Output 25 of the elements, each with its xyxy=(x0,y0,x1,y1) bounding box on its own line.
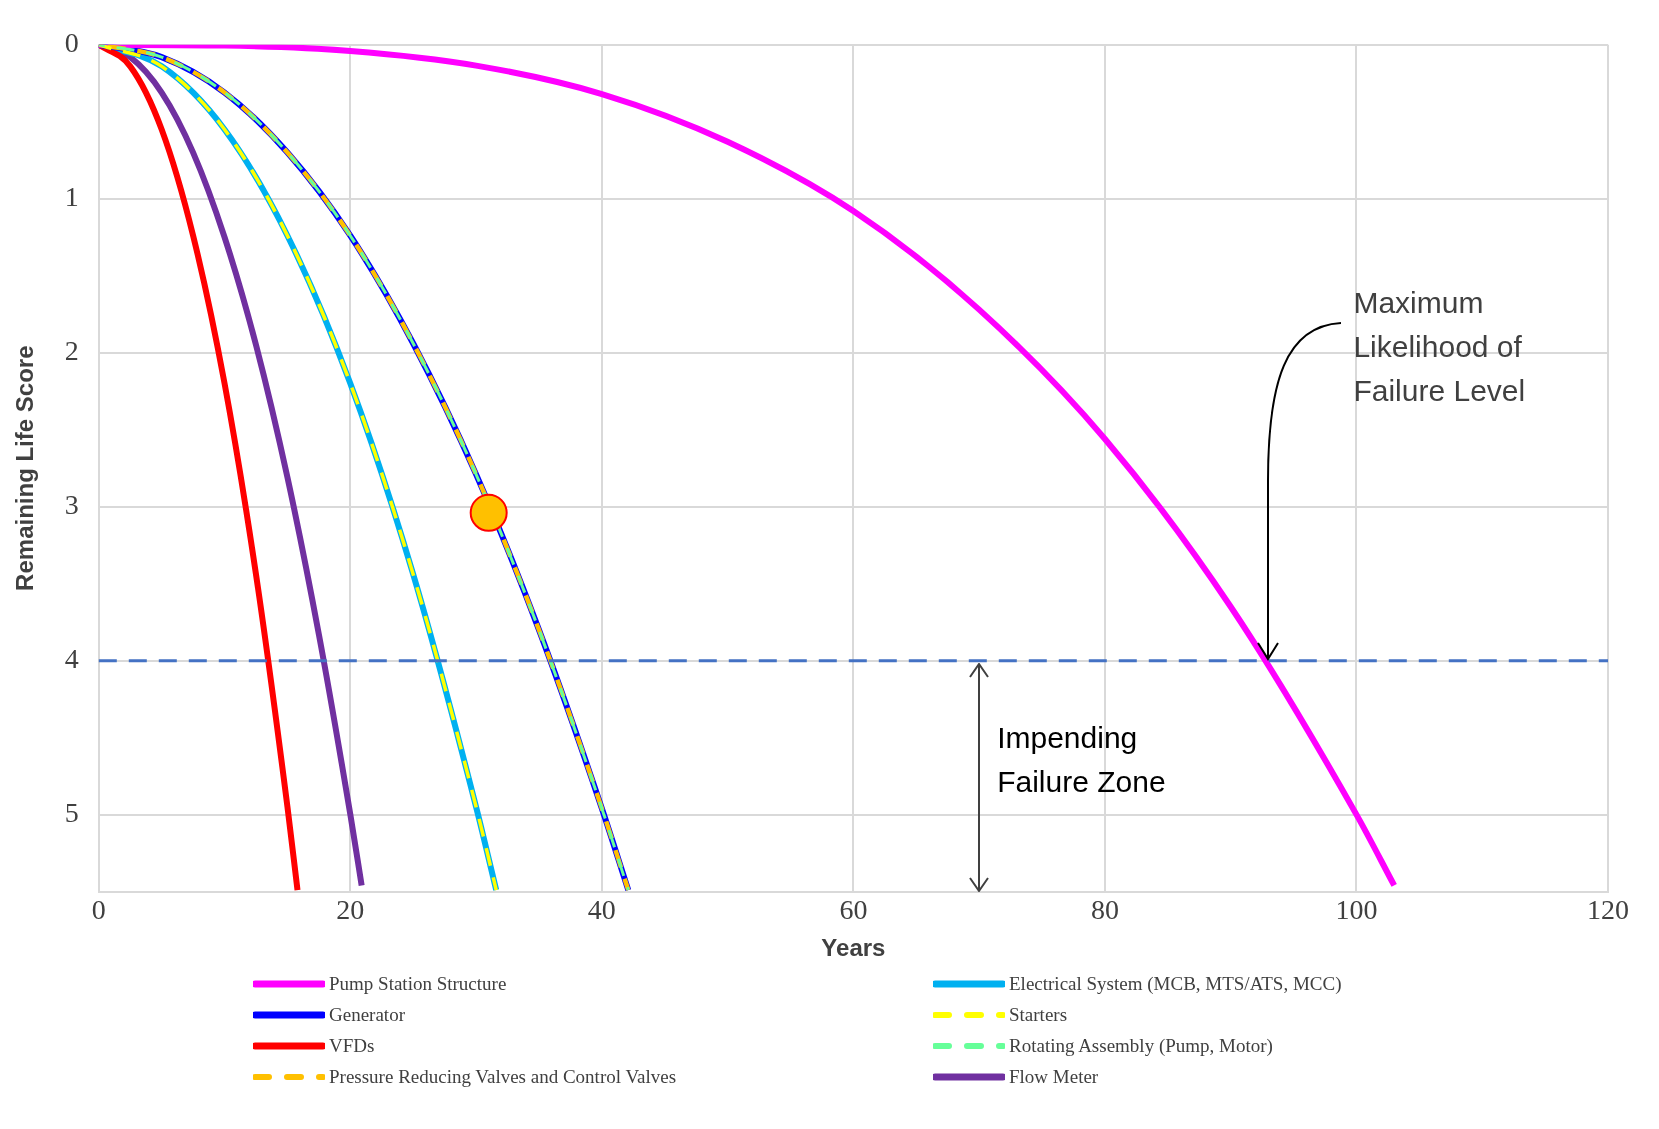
annotation: Impending Failure Zone xyxy=(997,719,1167,800)
legend-label: Starters xyxy=(1009,1003,1068,1026)
y-tick-label: 5 xyxy=(64,796,79,828)
y-tick-label: 3 xyxy=(64,489,79,521)
x-tick-label: 20 xyxy=(336,893,365,925)
legend-label: VFDs xyxy=(329,1034,375,1057)
y-axis-title: Remaining Life Score xyxy=(11,345,39,591)
x-tick-label: 120 xyxy=(1587,893,1629,925)
x-tick-label: 40 xyxy=(587,893,616,925)
y-tick-label: 0 xyxy=(64,27,79,59)
x-tick-label: 60 xyxy=(839,893,868,925)
legend-label: Electrical System (MCB, MTS/ATS, MCC) xyxy=(1009,972,1342,995)
legend-label: Generator xyxy=(329,1003,405,1026)
legend-label: Pressure Reducing Valves and Control Valves xyxy=(329,1065,677,1088)
y-tick-label: 2 xyxy=(64,335,79,367)
legend-label: Rotating Assembly (Pump, Motor) xyxy=(1009,1034,1273,1057)
annotation: Maximum Likelihood of Failure Level xyxy=(1353,284,1527,409)
x-tick-label: 0 xyxy=(91,893,106,925)
x-tick-label: 80 xyxy=(1090,893,1119,925)
y-tick-label: 4 xyxy=(64,643,79,675)
legend-label: Flow Meter xyxy=(1009,1065,1099,1088)
x-tick-label: 100 xyxy=(1335,893,1378,925)
legend-label: Pump Station Structure xyxy=(329,972,507,995)
x-axis-title: Years xyxy=(821,934,886,962)
y-tick-label: 1 xyxy=(64,181,79,213)
